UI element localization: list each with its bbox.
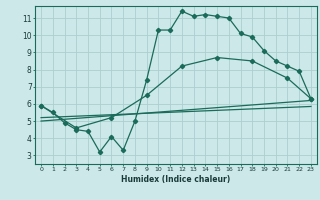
X-axis label: Humidex (Indice chaleur): Humidex (Indice chaleur) <box>121 175 231 184</box>
